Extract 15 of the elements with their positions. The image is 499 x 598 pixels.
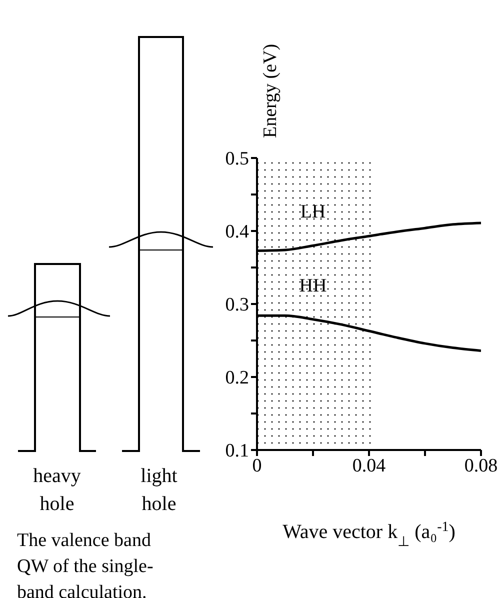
y-tick-label: 0.4 [225,222,250,243]
y-tick-label: 0.1 [225,440,249,462]
y-axis-title: Energy (eV) [260,44,281,138]
series-label: HH [299,275,327,296]
text: heavy hole [32,464,82,517]
x-axis-title: Wave vector k$_{⊥}$ (a₀$^{-1}$) [282,520,456,550]
y-tick-label: 0.5 [225,148,249,170]
series-label: LH [300,202,326,223]
x-tick-label: 0.08 [464,455,498,476]
text: light hole [140,464,178,517]
x-tick-label: 0.04 [352,455,386,476]
x-tick-label: 0 [252,455,262,476]
text: The valence band QW of the single-band calculation. [17,529,154,598]
y-tick-label: 0.2 [225,368,249,389]
y-tick-label: 0.3 [225,294,249,316]
